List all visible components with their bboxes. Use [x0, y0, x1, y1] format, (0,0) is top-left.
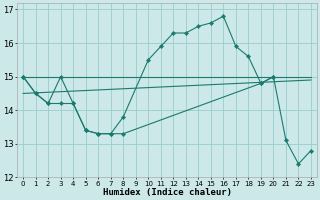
X-axis label: Humidex (Indice chaleur): Humidex (Indice chaleur) — [102, 188, 232, 197]
